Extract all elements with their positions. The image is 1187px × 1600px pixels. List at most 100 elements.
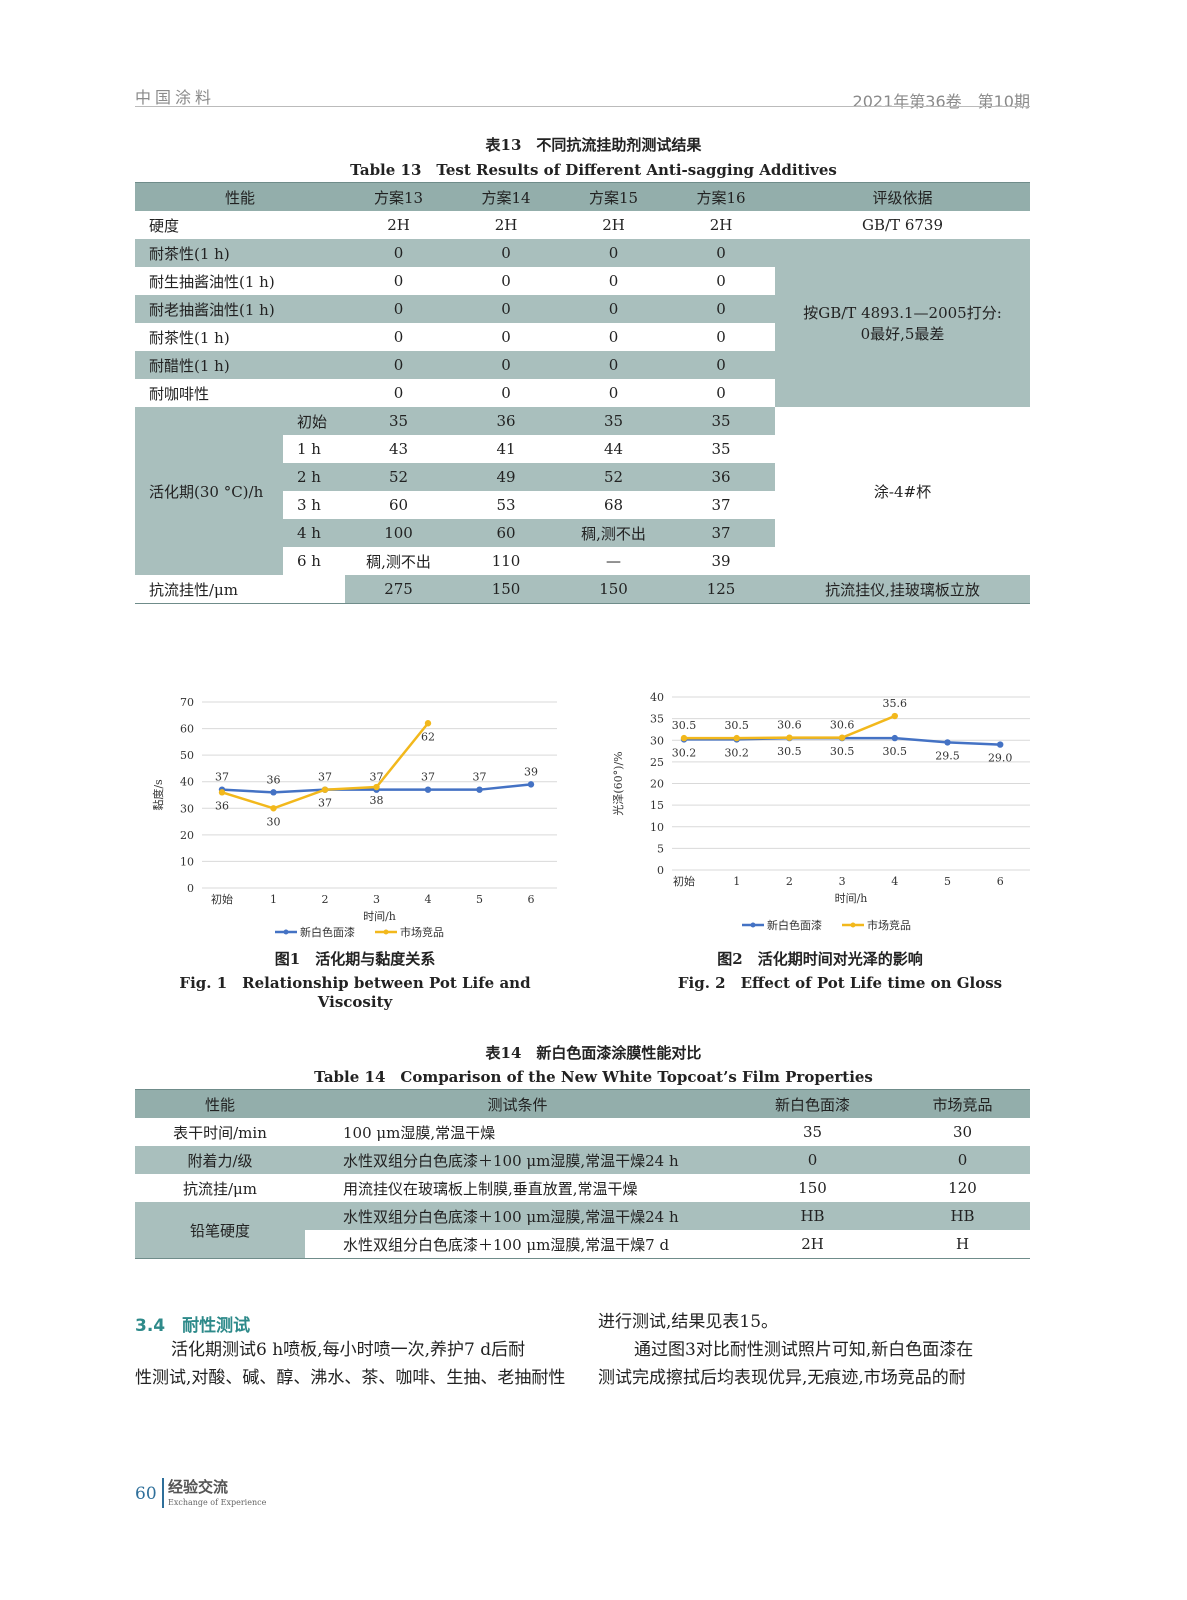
y-tick-label: 30 [650,734,664,747]
data-point [680,734,688,742]
table-row: 2 h 52 49 52 36 [135,463,1030,491]
data-point [476,786,483,793]
table-row: 水性双组分白色底漆＋100 μm湿膜,常温干燥7 d 2H H [135,1230,1030,1259]
data-label: 30.2 [724,746,749,759]
header-rule [135,106,1030,107]
basis: GB/T 6739 [862,216,944,234]
table13-title-en: Table 13 Test Results of Different Anti-… [350,161,837,179]
condition: 100 μm湿膜,常温干燥 [343,1123,496,1142]
viscosity-chart: 0 10 20 30 40 50 60 70 初始 1 2 3 4 5 6 时间/h 黏度/s 37 36 37 37 3… [151,696,557,939]
cell: 2H [709,216,733,234]
y-tick-label: 60 [180,723,194,736]
cell: 0 [452,239,561,267]
cell: 36 [667,463,776,491]
condition: 用流挂仪在玻璃板上制膜,垂直放置,常温干燥 [343,1179,638,1198]
table-row: 耐茶性(1 h) 0 0 0 0 [135,323,1030,351]
x-tick-label: 2 [322,893,329,906]
x-axis-label: 时间/h [835,892,868,905]
value-market: 0 [957,1151,968,1169]
table-row: 附着力/级 水性双组分白色底漆＋100 μm湿膜,常温干燥24 h 0 0 [135,1146,1030,1174]
row-label: 活化期(30 °C)/h [135,407,283,575]
table-row: 活化期(30 °C)/h 初始 35 36 35 35 涂-4#杯 [135,407,1031,575]
cell: 0 [452,295,561,323]
data-label: 29.5 [935,749,960,762]
legend-label: 市场竞品 [400,925,444,939]
fig1-caption-en: Fig. 1 Relationship between Pot Life and… [179,974,531,1011]
value-new: 150 [798,1179,827,1197]
legend-marker [283,929,289,935]
cell: 0 [501,384,511,402]
data-label: 30 [267,815,281,828]
fig2-caption-en: Fig. 2 Effect of Pot Life time on Gloss [677,974,1003,992]
data-point [424,786,432,793]
data-point [891,712,898,720]
value-market: 120 [948,1179,977,1197]
data-point [891,734,898,742]
header-cell: 方案15 [588,188,639,207]
y-tick-label: 20 [650,778,664,791]
value-market: H [955,1235,970,1253]
cell: 0 [501,272,511,290]
cell: 0 [345,351,453,379]
value-new: 35 [802,1123,823,1141]
cell: 37 [667,519,776,547]
table13: 性能 方案13 方案14 方案15 方案16 评级依据 硬度 2H 2H 2H 2H GB/T 673… [135,182,1031,604]
cell: 2H [602,216,625,234]
cell: 0 [716,328,726,346]
y-tick-label: 35 [650,713,664,726]
table-row: 6 h 稠,测不出 110 — 39 [135,547,1030,575]
property: 铅笔硬度 [135,1202,305,1259]
cell: 150 [560,575,668,604]
data-label: 30.5 [830,745,855,758]
section-heading: 3.4 耐性测试 [135,1316,251,1336]
cell: 0 [560,239,668,267]
cell: — [606,552,622,570]
y-tick-label: 50 [180,749,194,762]
data-label: 37 [421,771,435,784]
row-label: 耐老抽酱油性(1 h) [135,295,346,323]
data-label: 37 [215,771,229,784]
paragraph-line: 性测试,对酸、碱、醇、沸水、茶、咖啡、生抽、老抽耐性 [135,1368,566,1388]
data-point [373,783,380,791]
time-label: 3 h [297,496,321,514]
data-point [424,720,432,727]
cell: 43 [388,440,409,458]
y-tick-label: 25 [650,756,664,769]
table-row: 耐生抽酱油性(1 h) 0 0 0 0 [135,267,1030,295]
header-cell: 性能 [225,188,256,207]
data-label: 37 [370,771,384,784]
body-left: 活化期测试6 h喷板,每小时喷一次,养护7 d后耐 性测试,对酸、碱、醇、沸水、… [135,1336,575,1392]
basis: 抗流挂仪,挂玻璃板立放 [775,575,1031,604]
cell: 0 [667,239,776,267]
property: 附着力/级 [187,1151,253,1170]
legend-marker [750,922,756,928]
time-label: 初始 [283,407,346,435]
journal-name: 中国涂料 [135,88,216,107]
paragraph-line: 活化期测试6 h喷板,每小时喷一次,养护7 d后耐 [171,1340,526,1360]
data-point [786,734,793,741]
cell: 60 [452,519,561,547]
data-point [838,734,846,741]
x-tick-label: 5 [476,893,483,906]
condition: 水性双组分白色底漆＋100 μm湿膜,常温干燥24 h [343,1207,679,1226]
row-label: 抗流挂性/μm [149,580,239,599]
x-tick-label: 初始 [211,892,233,906]
cell: 35 [560,407,668,435]
x-tick-label: 5 [944,875,951,888]
cell: 0 [560,295,668,323]
cell: 275 [345,575,453,604]
t14-header: 性能 [204,1095,235,1114]
cell: 35 [345,407,453,435]
table-row: 耐茶性(1 h) 0 0 0 0 按GB/T 4893.1—2005打分: 0最好,5最差 [135,239,1031,407]
condition: 水性双组分白色底漆＋100 μm湿膜,常温干燥24 h [343,1151,679,1170]
legend-label: 新白色面漆 [300,925,355,939]
cell: 2H [387,216,410,234]
data-point [733,734,740,742]
cell: 0 [716,272,726,290]
cell: 150 [452,575,561,604]
table14: 性能 测试条件 新白色面漆 市场竞品 表干时间/min 100 μm湿膜,常温干燥 35 3… [135,1089,1030,1259]
data-point [997,741,1004,748]
cell: 稠,测不出 [560,519,668,547]
data-label: 37 [318,797,332,810]
